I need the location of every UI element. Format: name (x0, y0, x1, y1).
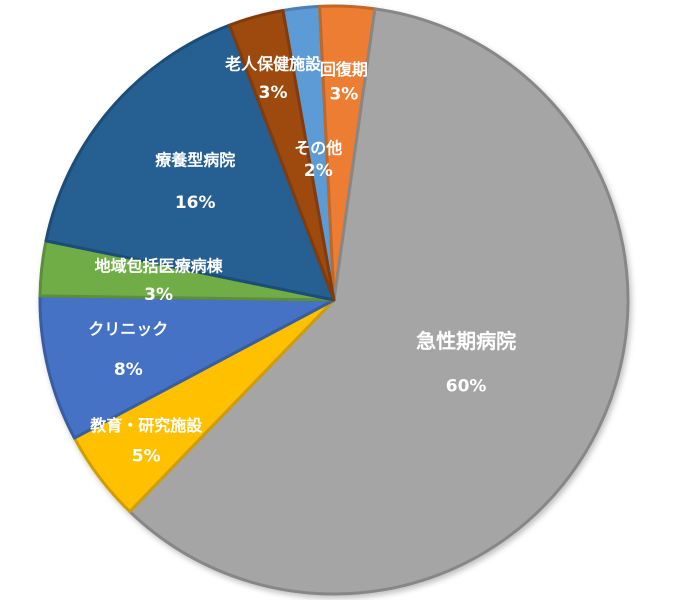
slice-label-3: 急性期病院 (416, 329, 516, 353)
slice-value-label-8: 3% (259, 83, 288, 103)
slice-label-1: その他 (294, 138, 342, 157)
pie-slice-7 (44, 23, 336, 302)
slice-label-8: 老人保健施設 (224, 54, 322, 73)
slice-value-label-4: 5% (132, 447, 161, 467)
slice-label-4: 教育・研究施設 (90, 416, 203, 435)
pie-slice-5 (38, 294, 336, 440)
pie-slice-3 (128, 7, 630, 596)
slice-label-6: 地域包括医療病棟 (95, 256, 224, 275)
slice-label-5: クリニック (88, 319, 168, 338)
slice-value-label-3: 60% (446, 376, 487, 396)
slice-label-7: 療養型病院 (155, 150, 235, 169)
slice-value-label-2: 3% (329, 85, 358, 105)
slice-value-label-7: 16% (175, 193, 216, 213)
slice-value-label-5: 8% (114, 360, 143, 380)
pie-slice-8 (228, 8, 336, 302)
slice-value-label-1: 2% (304, 161, 333, 181)
slice-label-2: 回復期 (320, 60, 368, 79)
slice-value-label-6: 3% (144, 285, 173, 305)
